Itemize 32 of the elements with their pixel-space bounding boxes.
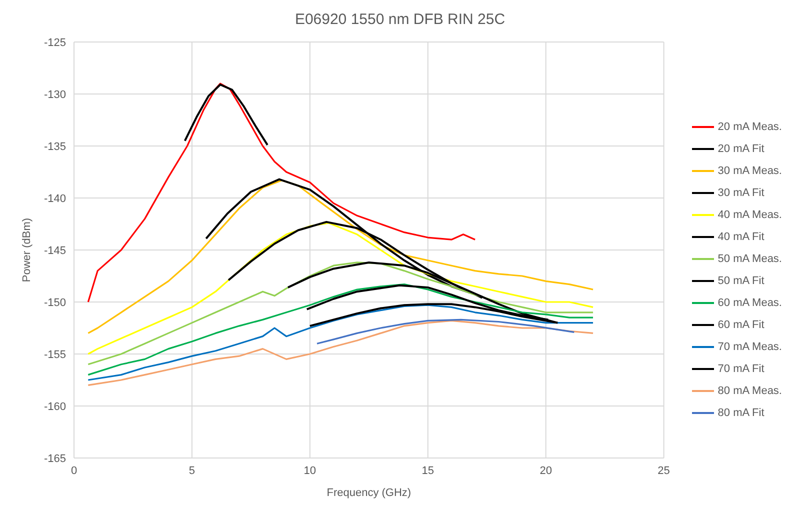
y-tick-label: -145	[44, 244, 66, 257]
y-axis-title: Power (dBm)	[20, 218, 33, 282]
legend-label: 50 mA Fit	[718, 274, 764, 289]
legend-label: 20 mA Fit	[718, 142, 764, 157]
y-tick-label: -150	[44, 296, 66, 309]
y-tick-label: -140	[44, 192, 66, 205]
legend-label: 20 mA Meas.	[718, 120, 782, 135]
y-tick-label: -165	[44, 452, 66, 465]
x-tick-label: 5	[188, 464, 196, 477]
y-tick-label: -155	[44, 348, 66, 361]
x-tick-label: 10	[304, 464, 316, 477]
y-tick-label: -130	[44, 88, 66, 101]
x-tick-label: 25	[658, 464, 670, 477]
legend-label: 70 mA Fit	[718, 362, 764, 377]
legend-label: 60 mA Meas.	[718, 296, 782, 311]
chart-title: E06920 1550 nm DFB RIN 25C	[294, 10, 506, 30]
legend-label: 50 mA Meas.	[718, 252, 782, 267]
y-tick-label: -125	[44, 36, 66, 49]
legend-label: 40 mA Fit	[718, 230, 764, 245]
y-tick-label: -135	[44, 140, 66, 153]
legend-label: 70 mA Meas.	[718, 340, 782, 355]
legend-label: 80 mA Meas.	[718, 384, 782, 399]
legend-label: 40 mA Meas.	[718, 208, 782, 223]
x-axis-title: Frequency (GHz)	[326, 487, 412, 499]
legend-label: 30 mA Fit	[718, 186, 764, 201]
y-tick-label: -160	[44, 400, 66, 413]
x-tick-label: 15	[422, 464, 434, 477]
x-tick-label: 20	[540, 464, 552, 477]
legend-label: 30 mA Meas.	[718, 164, 782, 179]
legend-label: 60 mA Fit	[718, 318, 764, 333]
legend-label: 80 mA Fit	[718, 406, 764, 421]
x-tick-label: 0	[70, 464, 78, 477]
